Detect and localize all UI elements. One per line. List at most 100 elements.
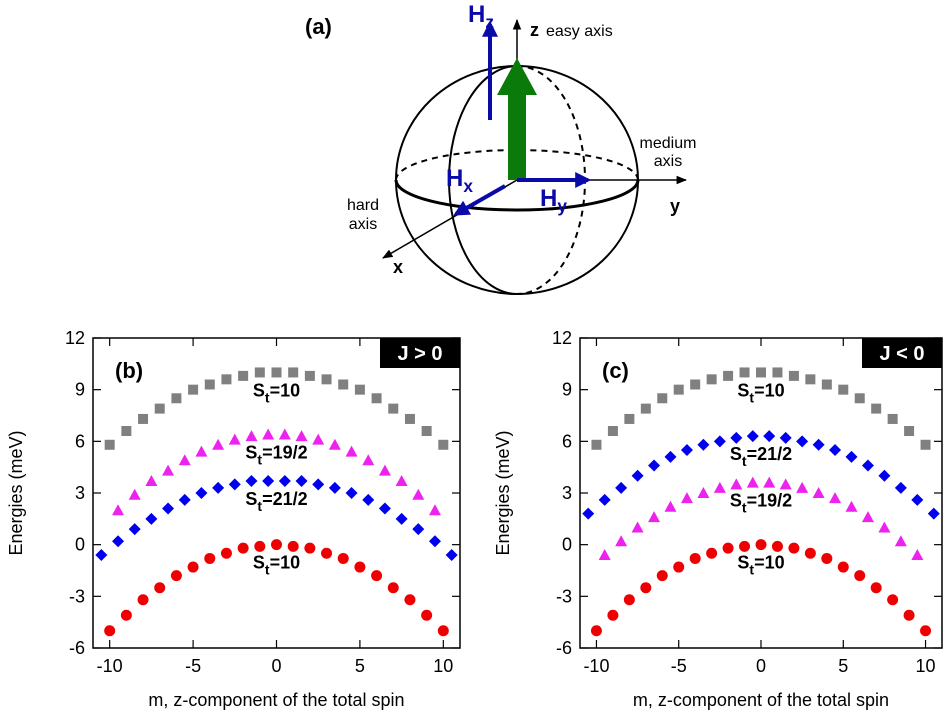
y-tick-label: 12 (65, 328, 85, 348)
point (739, 540, 751, 552)
x-axis-title: m, z-component of the total spin (148, 690, 404, 710)
series-label-base: S (730, 491, 742, 511)
x-tick-label: -5 (671, 656, 687, 676)
point (894, 535, 907, 547)
chart: -6 -3 0 3 6 9 12 -10 -5 0 5 10 m, z-component of the… (6, 328, 461, 710)
point (878, 521, 891, 533)
point (254, 540, 266, 552)
point (648, 459, 661, 472)
point (321, 374, 332, 385)
point (112, 504, 125, 516)
point (312, 478, 325, 491)
point (624, 413, 635, 424)
point (187, 561, 199, 573)
point (228, 478, 241, 491)
point (178, 454, 191, 466)
point (362, 493, 375, 506)
point (763, 430, 776, 443)
point (104, 625, 116, 637)
point (371, 393, 382, 404)
field-label-sub: y (557, 196, 567, 216)
point (178, 493, 191, 506)
point (788, 542, 800, 554)
point (598, 493, 611, 506)
point (328, 481, 341, 494)
point (779, 431, 792, 444)
badge-box (380, 338, 460, 368)
y-axis-name: medium (640, 135, 697, 152)
point (623, 594, 635, 606)
field-label-sub: z (485, 12, 494, 32)
series-label: St=10 (253, 380, 300, 405)
series-label-sub: t (257, 451, 262, 467)
point (927, 507, 940, 520)
x-tick-label: -10 (583, 656, 609, 676)
field-label-sub: x (463, 176, 473, 196)
point (590, 625, 602, 637)
point (838, 384, 849, 395)
x-axis-name: hard (347, 197, 379, 214)
series-label-base: S (737, 553, 749, 573)
point (723, 370, 734, 381)
series-label-sub: t (265, 389, 270, 405)
point (648, 511, 661, 523)
series-label-base: S (253, 553, 265, 573)
chart: -6 -3 0 3 6 9 12 -10 -5 0 5 10 m, z-component of the… (493, 328, 943, 710)
badge: J > 0 (397, 343, 442, 365)
point (640, 582, 652, 594)
field-label: Hz (468, 1, 494, 32)
y-tick-label: 3 (562, 483, 572, 503)
series-label-sub: t (742, 500, 747, 516)
point (395, 512, 408, 525)
point (631, 521, 644, 533)
point (221, 374, 232, 385)
point (680, 492, 693, 504)
point (195, 487, 208, 499)
series-label-sub: t (742, 453, 747, 469)
point (746, 430, 759, 443)
point (615, 481, 628, 494)
x-axis-name: axis (349, 216, 377, 233)
point (438, 439, 449, 450)
series-label-base: S (245, 442, 257, 462)
point (804, 547, 816, 559)
point (854, 570, 866, 582)
point (664, 500, 677, 512)
point (598, 549, 611, 560)
point (120, 609, 132, 621)
point (295, 474, 308, 487)
y-tick-label: 3 (75, 483, 85, 503)
series-label: St=10 (737, 380, 784, 405)
point (788, 370, 799, 381)
point (739, 367, 750, 378)
point (212, 438, 225, 450)
series-label-rest: =21/2 (262, 489, 308, 509)
point (128, 488, 141, 500)
series-label-rest: =19/2 (747, 491, 793, 511)
point (295, 430, 308, 442)
point (861, 511, 874, 523)
point (237, 542, 249, 554)
point (829, 492, 842, 504)
point (321, 547, 333, 559)
point (371, 570, 383, 582)
point (445, 549, 458, 561)
point (312, 433, 325, 445)
point (607, 609, 619, 621)
point (338, 379, 349, 390)
point (245, 430, 258, 442)
point (128, 523, 141, 536)
z-axis-label: z (530, 20, 539, 40)
point (137, 594, 149, 606)
point (756, 367, 766, 378)
point (821, 552, 833, 564)
point (887, 594, 899, 606)
point (278, 474, 291, 487)
point (304, 542, 316, 554)
x-tick-label: 0 (756, 656, 766, 676)
point (713, 435, 726, 448)
point (395, 474, 408, 486)
field-x-arrow (453, 184, 506, 216)
point (911, 549, 924, 560)
point (894, 481, 907, 494)
